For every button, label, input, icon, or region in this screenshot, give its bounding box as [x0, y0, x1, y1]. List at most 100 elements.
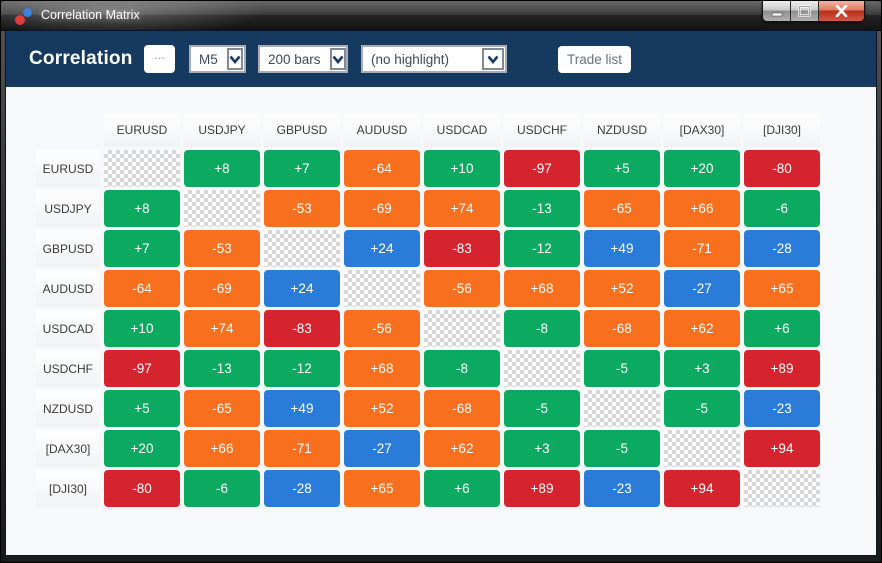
- matrix-cell[interactable]: -83: [264, 310, 340, 347]
- matrix-cell[interactable]: -80: [744, 150, 820, 187]
- row-header-USDCAD: USDCAD: [36, 310, 100, 347]
- title-bar[interactable]: Correlation Matrix: [1, 1, 881, 31]
- matrix-cell[interactable]: -5: [664, 390, 740, 427]
- matrix-corner: [36, 113, 100, 147]
- matrix-cell-diagonal: [664, 430, 740, 467]
- matrix-cell[interactable]: -12: [264, 350, 340, 387]
- matrix-cell[interactable]: -28: [744, 230, 820, 267]
- matrix-cell[interactable]: +66: [664, 190, 740, 227]
- matrix-cell[interactable]: -65: [584, 190, 660, 227]
- matrix-cell[interactable]: -71: [264, 430, 340, 467]
- close-icon: [835, 5, 848, 17]
- matrix-cell[interactable]: -6: [184, 470, 260, 507]
- matrix-cell[interactable]: +24: [344, 230, 420, 267]
- matrix-cell[interactable]: +68: [344, 350, 420, 387]
- matrix-cell[interactable]: -69: [184, 270, 260, 307]
- matrix-cell[interactable]: +74: [184, 310, 260, 347]
- matrix-cell[interactable]: -13: [184, 350, 260, 387]
- matrix-cell[interactable]: -53: [184, 230, 260, 267]
- row-header-GBPUSD: GBPUSD: [36, 230, 100, 267]
- maximize-icon: [798, 5, 811, 17]
- matrix-cell[interactable]: -27: [344, 430, 420, 467]
- matrix-cell[interactable]: -80: [104, 470, 180, 507]
- matrix-cell[interactable]: -5: [584, 430, 660, 467]
- matrix-cell[interactable]: +49: [264, 390, 340, 427]
- matrix-cell-diagonal: [584, 390, 660, 427]
- matrix-cell[interactable]: -64: [344, 150, 420, 187]
- matrix-cell[interactable]: +65: [344, 470, 420, 507]
- matrix-cell[interactable]: +8: [104, 190, 180, 227]
- matrix-cell[interactable]: +8: [184, 150, 260, 187]
- panel-title: Correlation: [29, 48, 133, 69]
- window-title: Correlation Matrix: [41, 8, 140, 22]
- matrix-cell[interactable]: +52: [344, 390, 420, 427]
- matrix-cell[interactable]: -56: [344, 310, 420, 347]
- matrix-cell[interactable]: +6: [424, 470, 500, 507]
- matrix-cell[interactable]: -8: [504, 310, 580, 347]
- matrix-cell[interactable]: -53: [264, 190, 340, 227]
- matrix-cell[interactable]: -56: [424, 270, 500, 307]
- matrix-cell[interactable]: +94: [744, 430, 820, 467]
- matrix-cell[interactable]: +5: [584, 150, 660, 187]
- matrix-cell[interactable]: -12: [504, 230, 580, 267]
- matrix-cell[interactable]: +7: [264, 150, 340, 187]
- matrix-cell[interactable]: -5: [584, 350, 660, 387]
- matrix-cell[interactable]: -64: [104, 270, 180, 307]
- matrix-cell[interactable]: -13: [504, 190, 580, 227]
- matrix-cell[interactable]: +66: [184, 430, 260, 467]
- matrix-cell[interactable]: +68: [504, 270, 580, 307]
- matrix-cell[interactable]: +74: [424, 190, 500, 227]
- toolbar: Correlation ... M5 200 bars (no highligh…: [6, 31, 876, 87]
- matrix-cell[interactable]: -83: [424, 230, 500, 267]
- matrix-cell[interactable]: +10: [104, 310, 180, 347]
- matrix-cell[interactable]: +10: [424, 150, 500, 187]
- matrix-cell[interactable]: -71: [664, 230, 740, 267]
- matrix-cell[interactable]: +24: [264, 270, 340, 307]
- highlight-value: (no highlight): [371, 51, 450, 67]
- matrix-cell-diagonal: [184, 190, 260, 227]
- matrix-cell[interactable]: -97: [104, 350, 180, 387]
- matrix-cell[interactable]: -68: [424, 390, 500, 427]
- trade-list-button[interactable]: Trade list: [558, 46, 631, 73]
- options-button[interactable]: ...: [144, 45, 175, 73]
- column-header-USDCHF: USDCHF: [504, 113, 580, 147]
- matrix-cell[interactable]: -28: [264, 470, 340, 507]
- matrix-cell[interactable]: +3: [664, 350, 740, 387]
- matrix-cell[interactable]: +52: [584, 270, 660, 307]
- highlight-select[interactable]: (no highlight): [361, 45, 507, 73]
- matrix-cell[interactable]: -68: [584, 310, 660, 347]
- matrix-cell[interactable]: -27: [664, 270, 740, 307]
- matrix-cell[interactable]: +65: [744, 270, 820, 307]
- matrix-cell[interactable]: +7: [104, 230, 180, 267]
- bars-select[interactable]: 200 bars: [258, 45, 348, 73]
- timeframe-select[interactable]: M5: [189, 45, 246, 73]
- matrix-cell[interactable]: -5: [504, 390, 580, 427]
- matrix-cell[interactable]: -23: [584, 470, 660, 507]
- matrix-cell[interactable]: +89: [504, 470, 580, 507]
- matrix-cell[interactable]: +3: [504, 430, 580, 467]
- row-header-USDJPY: USDJPY: [36, 190, 100, 227]
- maximize-button[interactable]: [791, 1, 819, 21]
- minimize-button[interactable]: [763, 1, 791, 21]
- row-header-NZDUSD: NZDUSD: [36, 390, 100, 427]
- correlation-grid: EURUSD USDJPY GBPUSD AUDUSD USDCAD USDCHF NZDU…: [36, 113, 876, 507]
- matrix-cell[interactable]: -97: [504, 150, 580, 187]
- matrix-cell[interactable]: +49: [584, 230, 660, 267]
- matrix-cell[interactable]: -6: [744, 190, 820, 227]
- matrix-cell[interactable]: +20: [664, 150, 740, 187]
- column-header-AUDUSD: AUDUSD: [344, 113, 420, 147]
- matrix-cell[interactable]: +94: [664, 470, 740, 507]
- matrix-cell[interactable]: +6: [744, 310, 820, 347]
- matrix-cell[interactable]: +89: [744, 350, 820, 387]
- matrix-cell[interactable]: -23: [744, 390, 820, 427]
- matrix-cell[interactable]: +5: [104, 390, 180, 427]
- row-header-[DAX30]: [DAX30]: [36, 430, 100, 467]
- matrix-cell[interactable]: +62: [664, 310, 740, 347]
- matrix-cell[interactable]: +62: [424, 430, 500, 467]
- close-button[interactable]: [819, 1, 864, 21]
- column-header-[DAX30]: [DAX30]: [664, 113, 740, 147]
- matrix-cell[interactable]: -69: [344, 190, 420, 227]
- matrix-cell[interactable]: -8: [424, 350, 500, 387]
- matrix-cell[interactable]: -65: [184, 390, 260, 427]
- matrix-cell[interactable]: +20: [104, 430, 180, 467]
